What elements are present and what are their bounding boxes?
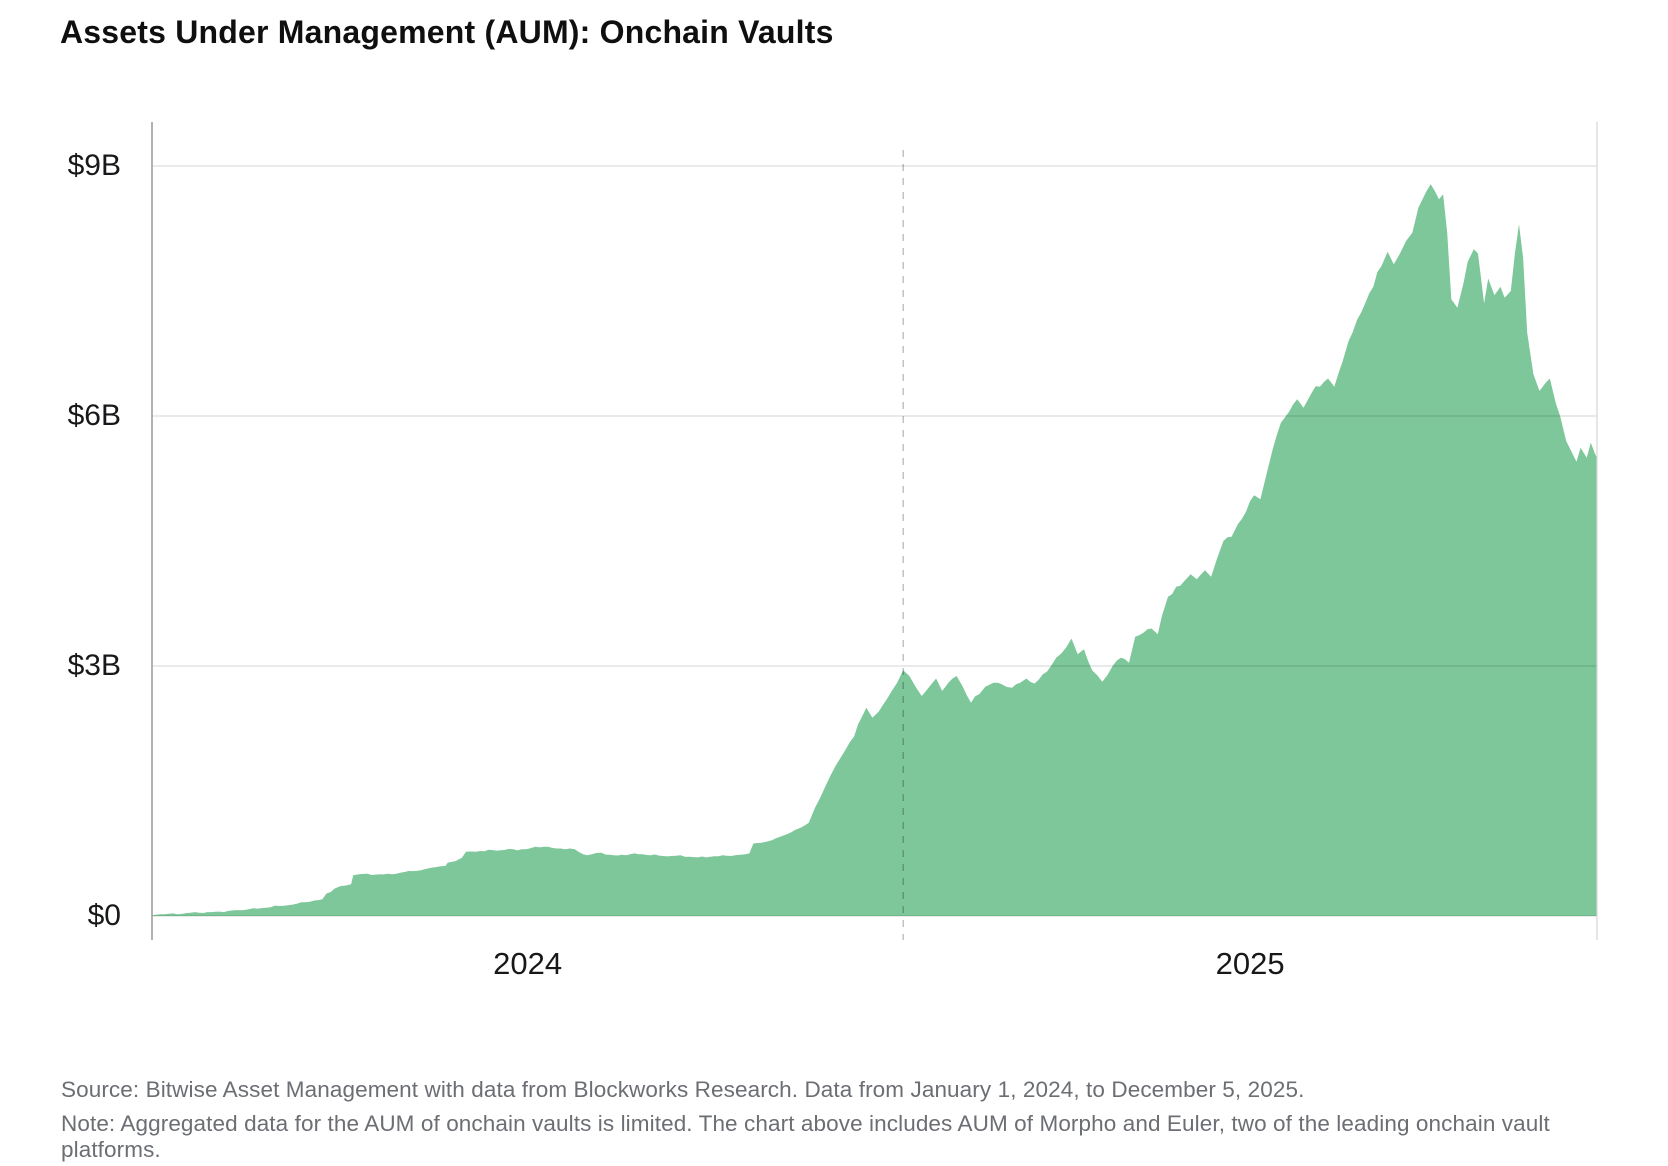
y-axis-tick-6b: $6B (67, 399, 121, 432)
y-axis-tick-0: $0 (87, 899, 121, 932)
y-axis-tick-3b: $3B (67, 649, 121, 682)
aum-series-area (152, 184, 1597, 917)
chart-title: Assets Under Management (AUM): Onchain V… (60, 14, 834, 50)
note-caption: Note: Aggregated data for the AUM of onc… (61, 1111, 1550, 1162)
aum-area-chart: $9B $6B $3B $0 2024 2025 (67, 122, 1598, 981)
source-caption: Source: Bitwise Asset Management with da… (61, 1077, 1305, 1102)
x-axis-tick-2025: 2025 (1215, 946, 1285, 981)
y-axis-tick-9b: $9B (67, 149, 121, 182)
x-axis-tick-2024: 2024 (493, 946, 563, 981)
chart-canvas (151, 122, 1598, 940)
